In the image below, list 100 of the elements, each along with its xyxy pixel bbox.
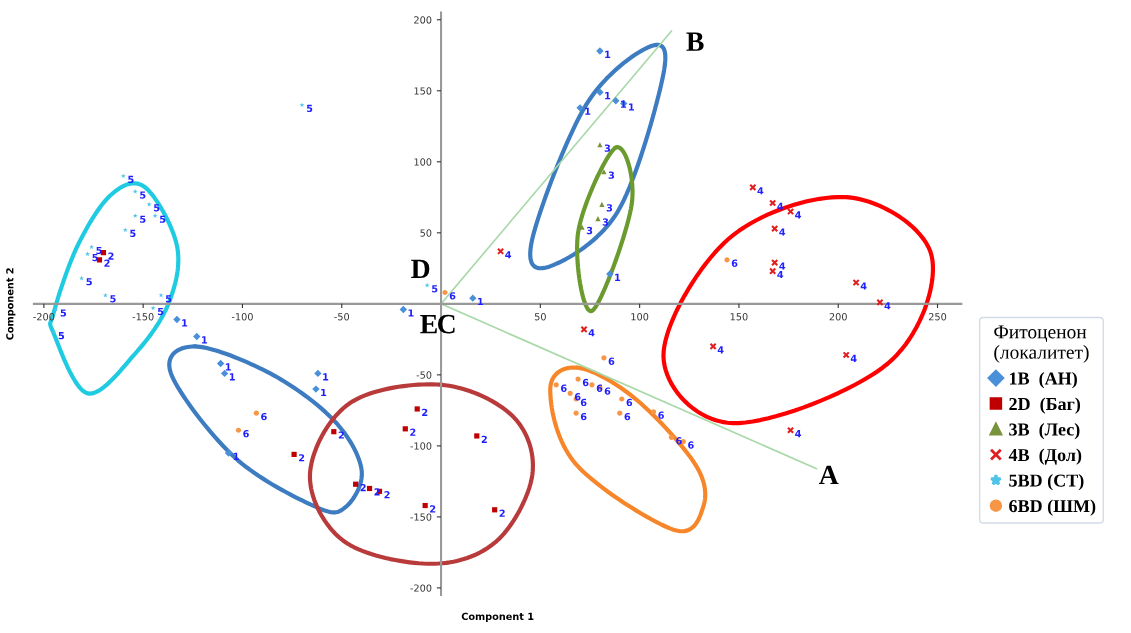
annotation: 6 [731, 259, 738, 267]
x-tick-label: 50 [534, 313, 546, 321]
x-tick-label: 250 [928, 313, 947, 321]
annotation: 6 [658, 411, 664, 419]
y-tick-label: -100 [410, 442, 432, 450]
annotation: 4 [777, 271, 784, 279]
annotation: 6 [261, 412, 267, 421]
annotation: 2 [299, 454, 305, 462]
annotation: 4 [795, 211, 802, 219]
annotation: 2 [360, 483, 366, 492]
x-tick-label: -100 [231, 313, 253, 321]
legend-label: 6BD (ШМ) [1009, 499, 1096, 516]
annotation: 2 [104, 259, 110, 267]
annotation: 3 [602, 218, 609, 226]
annotation: 6 [580, 398, 587, 407]
annotation: 6 [582, 378, 589, 387]
annotation: 2 [384, 491, 390, 499]
annotation: C [437, 314, 455, 334]
annotation: 2 [499, 509, 505, 517]
annotation: 4 [850, 354, 857, 362]
annotation: 5 [140, 191, 146, 199]
annotation: 1 [605, 92, 611, 100]
annotation: 2 [410, 428, 416, 436]
annotation: 1 [605, 50, 611, 58]
y-tick-label: 100 [414, 158, 432, 166]
annotation: 4 [779, 262, 786, 270]
annotation: B [686, 32, 704, 51]
annotation: 2 [108, 252, 114, 260]
annotation: 1 [182, 319, 188, 327]
annotation: 4 [779, 228, 786, 236]
annotation: 5 [130, 229, 136, 238]
annotation: 6 [560, 384, 567, 392]
y-tick-label: 200 [414, 16, 432, 24]
annotation: D [411, 259, 430, 278]
annotation: 3 [606, 204, 613, 212]
annotation: 4 [717, 346, 724, 354]
annotation: 4 [860, 282, 867, 290]
annotation: 5 [159, 215, 166, 223]
annotation: 1 [229, 373, 235, 381]
y-tick-label: -150 [410, 513, 432, 521]
annotation: 4 [757, 187, 764, 195]
annotation: 4 [795, 430, 802, 438]
annotation: 6 [243, 429, 249, 438]
annotation: 1 [615, 273, 621, 281]
annotation: 2 [430, 505, 436, 513]
annotation: A [818, 465, 839, 485]
annotation: 5 [86, 278, 92, 286]
annotation: 5 [154, 204, 160, 212]
annotation: 5 [140, 215, 146, 223]
annotation: 1 [321, 388, 327, 397]
annotation: 3 [608, 171, 615, 179]
annotation: 6 [676, 437, 682, 445]
annotation: 1 [585, 107, 591, 115]
annotation: 6 [626, 398, 633, 407]
x-tick-label: -50 [334, 313, 350, 321]
annotation: 1 [408, 309, 414, 317]
y-tick-label: -200 [410, 584, 432, 592]
y-tick-label: 150 [414, 87, 432, 95]
y-axis-title: Component 2 [6, 268, 16, 340]
annotation: 3 [586, 226, 593, 235]
annotation: 6 [580, 412, 587, 421]
annotation: 6 [574, 393, 581, 401]
legend-label: 3B (Лес) [1009, 422, 1080, 440]
annotation: 5 [306, 104, 313, 113]
annotation: 6 [608, 357, 615, 365]
annotation: 3 [604, 144, 611, 152]
legend-label: 4B (Дол) [1008, 448, 1082, 465]
x-tick-label: -150 [132, 313, 154, 321]
annotation: 2 [374, 488, 380, 496]
annotation: 5 [96, 246, 102, 255]
annotation: 1 [225, 363, 231, 371]
annotation: 5 [110, 295, 116, 303]
annotation: 1 [629, 103, 635, 111]
annotation: E [420, 315, 437, 334]
x-tick-label: 200 [829, 313, 847, 321]
annotation: 6 [688, 441, 694, 449]
annotation: 5 [60, 309, 67, 317]
annotation: 4 [884, 302, 891, 310]
annotation: 6 [624, 412, 631, 421]
x-tick-label: 100 [631, 313, 649, 321]
y-tick-label: -50 [416, 371, 432, 379]
legend-label: 2D (Баг) [1009, 397, 1081, 414]
annotation: 2 [422, 408, 428, 416]
annotation: 1 [233, 452, 239, 460]
annotation: 1 [202, 336, 208, 344]
annotation: 6 [604, 387, 611, 395]
annotation: 4 [588, 329, 595, 337]
annotation: 1 [478, 298, 484, 306]
annotation: 5 [92, 253, 98, 262]
annotation: 2 [481, 435, 487, 443]
annotation: 6 [596, 384, 603, 392]
annotation: 4 [505, 251, 512, 259]
annotation: 1 [621, 100, 627, 108]
x-axis-title: Component 1 [461, 612, 534, 622]
legend-label: 5BD (СТ) [1009, 473, 1084, 491]
legend-title: Фитоценон (локалитет) [994, 325, 1089, 363]
y-tick-label: 50 [420, 229, 432, 237]
annotation: 2 [338, 431, 344, 439]
annotation: 5 [58, 332, 65, 340]
annotation: 5 [432, 285, 438, 293]
